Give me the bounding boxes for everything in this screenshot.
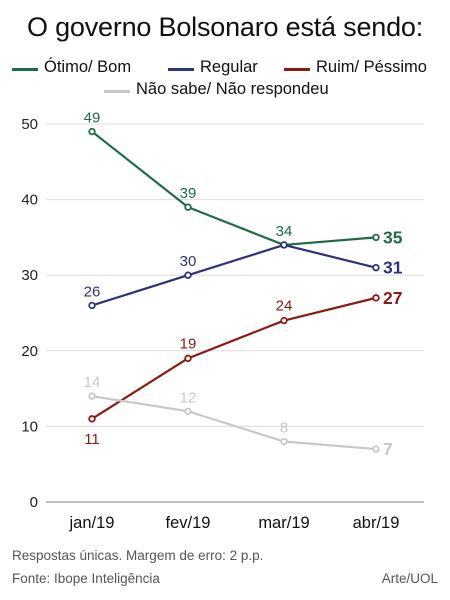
data-label-nao-sabe-3: 7 bbox=[383, 439, 393, 459]
data-point-regular-1 bbox=[184, 271, 192, 279]
data-point-nao-sabe-2 bbox=[280, 437, 288, 446]
data-label-nao-sabe-2: 8 bbox=[280, 420, 288, 437]
legend-row-1: Ótimo/ Bom Regular Ruim/ Péssimo bbox=[0, 58, 450, 80]
data-label-otimo-bom-1: 39 bbox=[180, 185, 197, 202]
legend-label-ruim-pessimo: Ruim/ Péssimo bbox=[316, 58, 427, 76]
legend-label-otimo-bom: Ótimo/ Bom bbox=[44, 58, 132, 76]
y-tick-label-10: 10 bbox=[21, 418, 38, 435]
data-point-otimo-bom-3 bbox=[372, 233, 380, 242]
data-point-otimo-bom-0 bbox=[88, 127, 96, 136]
x-tick-label-mar-19: mar/19 bbox=[258, 514, 309, 532]
data-point-ruim-pessimo-2 bbox=[280, 316, 288, 325]
x-tick-label-abr-19: abr/19 bbox=[353, 514, 400, 532]
legend-swatch-ruim-pessimo bbox=[284, 68, 310, 71]
data-point-ruim-pessimo-0 bbox=[88, 415, 96, 423]
x-tick-label-fev-19: fev/19 bbox=[166, 514, 211, 532]
data-point-regular-3 bbox=[372, 263, 380, 272]
data-point-nao-sabe-3 bbox=[372, 445, 380, 453]
y-tick-label-50: 50 bbox=[21, 116, 38, 133]
chart-title: O governo Bolsonaro está sendo: bbox=[26, 12, 424, 42]
data-point-nao-sabe-1 bbox=[184, 407, 192, 415]
data-point-ruim-pessimo-1 bbox=[184, 354, 192, 363]
data-point-regular-0 bbox=[88, 301, 96, 310]
source-label: Fonte: Ibope Inteligência bbox=[12, 571, 160, 586]
y-tick-label-20: 20 bbox=[21, 343, 38, 360]
y-tick-label-40: 40 bbox=[21, 192, 38, 209]
data-label-nao-sabe-1: 12 bbox=[180, 389, 197, 406]
legend-label-nao-sabe: Não sabe/ Não respondeu bbox=[136, 80, 329, 98]
data-point-ruim-pessimo-3 bbox=[372, 294, 380, 302]
legend-swatch-regular bbox=[168, 68, 194, 71]
data-label-regular-0: 26 bbox=[84, 283, 101, 300]
legend-row-2: Não sabe/ Não respondeu bbox=[0, 80, 450, 102]
data-point-otimo-bom-1 bbox=[184, 203, 192, 211]
data-label-ruim-pessimo-1: 19 bbox=[180, 335, 197, 352]
y-tick-label-30: 30 bbox=[21, 267, 38, 284]
data-label-ruim-pessimo-0: 11 bbox=[84, 431, 100, 448]
legend-swatch-nao-sabe bbox=[104, 90, 130, 93]
data-point-nao-sabe-0 bbox=[88, 392, 96, 400]
data-label-otimo-bom-3: 35 bbox=[383, 227, 403, 247]
legend-label-regular: Regular bbox=[200, 58, 258, 76]
x-tick-label-jan-19: jan/19 bbox=[69, 514, 115, 532]
data-point-regular-2 bbox=[280, 241, 288, 249]
footnote: Respostas únicas. Margem de erro: 2 p.p. bbox=[12, 548, 264, 563]
data-label-regular-1: 30 bbox=[180, 253, 197, 270]
series-line-ruim-pessimo bbox=[91, 296, 377, 420]
series-line-nao-sabe bbox=[91, 395, 377, 451]
series-line-regular bbox=[91, 243, 377, 307]
data-label-otimo-bom-0: 49 bbox=[84, 110, 101, 127]
credit-label: Arte/UOL bbox=[381, 571, 438, 586]
data-label-ruim-pessimo-2: 24 bbox=[276, 298, 293, 315]
series-line-otimo-bom bbox=[91, 130, 377, 247]
data-label-nao-sabe-0: 14 bbox=[84, 374, 101, 391]
y-tick-label-0: 0 bbox=[30, 494, 38, 511]
legend-swatch-otimo-bom bbox=[12, 68, 38, 71]
data-label-regular-3: 31 bbox=[383, 258, 403, 278]
data-label-ruim-pessimo-3: 27 bbox=[383, 288, 402, 308]
data-label-otimo-bom-2: 34 bbox=[276, 223, 293, 240]
